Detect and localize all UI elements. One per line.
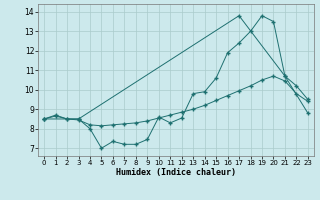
X-axis label: Humidex (Indice chaleur): Humidex (Indice chaleur)	[116, 168, 236, 177]
